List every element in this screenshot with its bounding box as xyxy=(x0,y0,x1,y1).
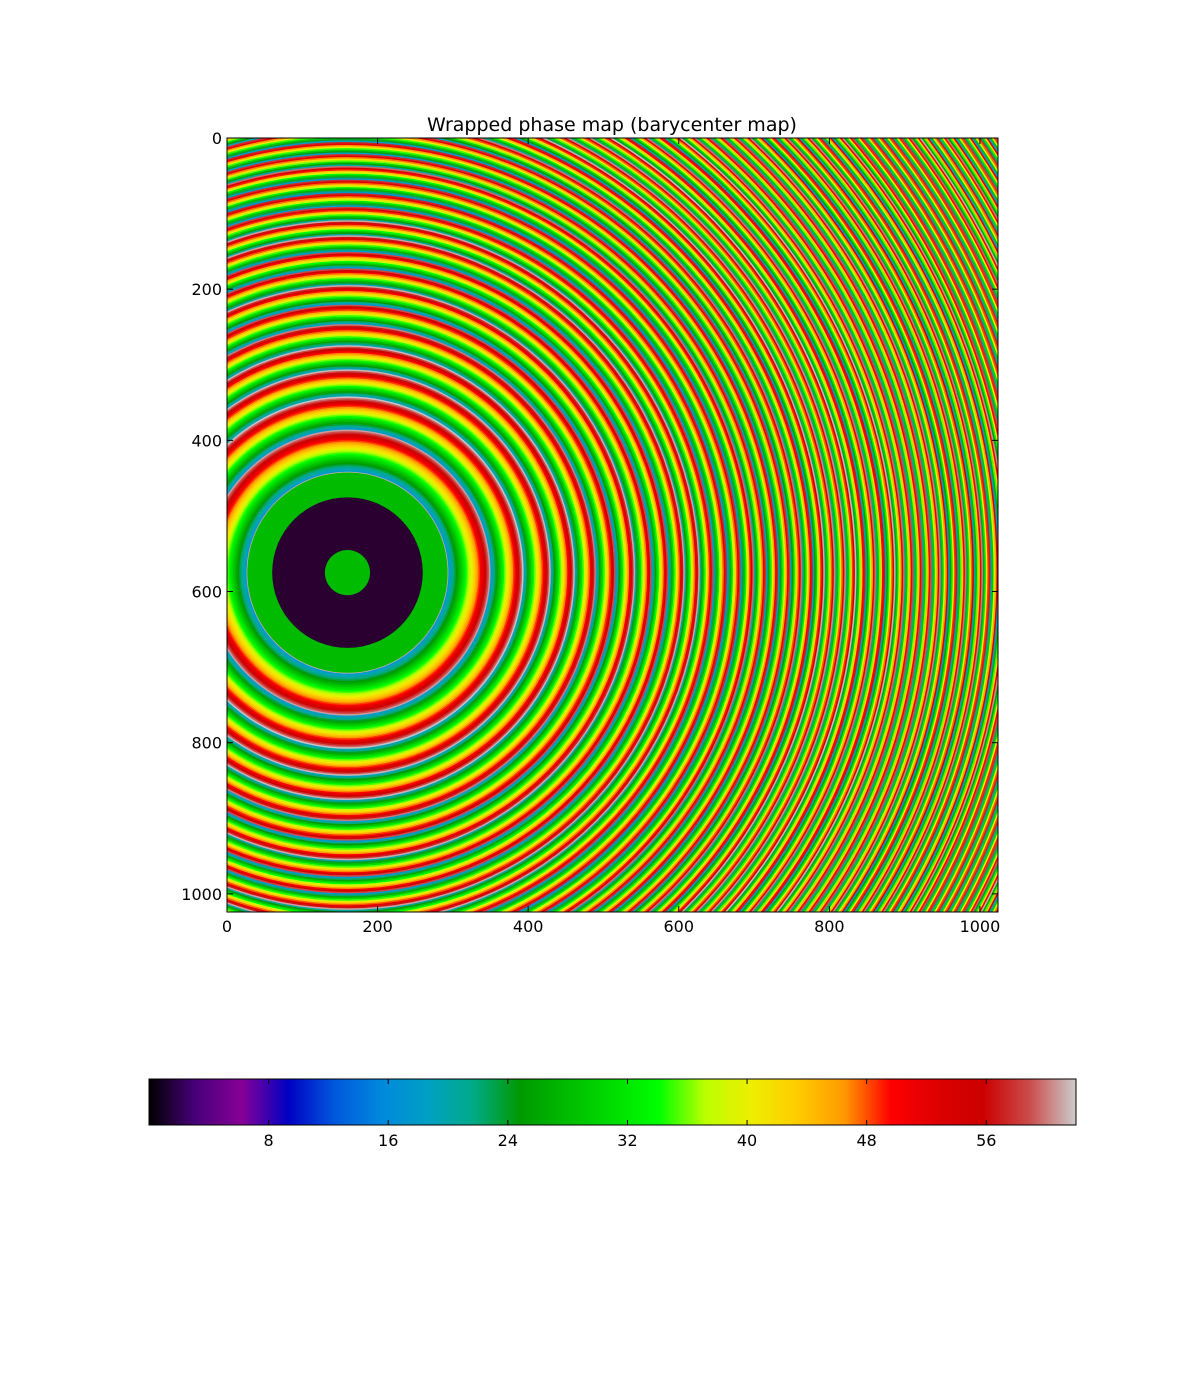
colorbar-tick-label: 8 xyxy=(264,1131,274,1150)
x-tick-label: 200 xyxy=(362,917,393,936)
colorbar-tick-label: 48 xyxy=(856,1131,876,1150)
colorbar-tick-label: 16 xyxy=(378,1131,398,1150)
chart-title: Wrapped phase map (barycenter map) xyxy=(427,114,797,136)
x-tick-label: 1000 xyxy=(960,917,1001,936)
x-tick-label: 0 xyxy=(222,917,232,936)
colorbar: 8 16 24 32 40 48 56 xyxy=(148,1078,1077,1150)
plot-frame xyxy=(226,137,999,913)
colorbar-tick-label: 32 xyxy=(617,1131,637,1150)
y-tick-label: 400 xyxy=(191,431,222,450)
y-tick-label: 800 xyxy=(191,734,222,753)
colorbar-ticks: 8 16 24 32 40 48 56 xyxy=(264,1079,996,1150)
colorbar-tick-label: 56 xyxy=(976,1131,996,1150)
y-axis: 0 200 400 600 800 1000 xyxy=(181,129,998,904)
x-tick-label: 600 xyxy=(663,917,694,936)
y-tick-label: 1000 xyxy=(181,885,222,904)
y-tick-label: 0 xyxy=(212,129,222,148)
colorbar-tick-label: 40 xyxy=(737,1131,757,1150)
x-axis: 0 200 400 600 800 1000 xyxy=(222,138,1000,936)
colorbar-tick-label: 24 xyxy=(498,1131,518,1150)
y-tick-label: 200 xyxy=(191,280,222,299)
colorbar-gradient xyxy=(148,1078,1077,1126)
x-tick-label: 800 xyxy=(814,917,845,936)
x-tick-label: 400 xyxy=(513,917,544,936)
y-tick-label: 600 xyxy=(191,583,222,602)
phase-ring xyxy=(324,550,371,596)
